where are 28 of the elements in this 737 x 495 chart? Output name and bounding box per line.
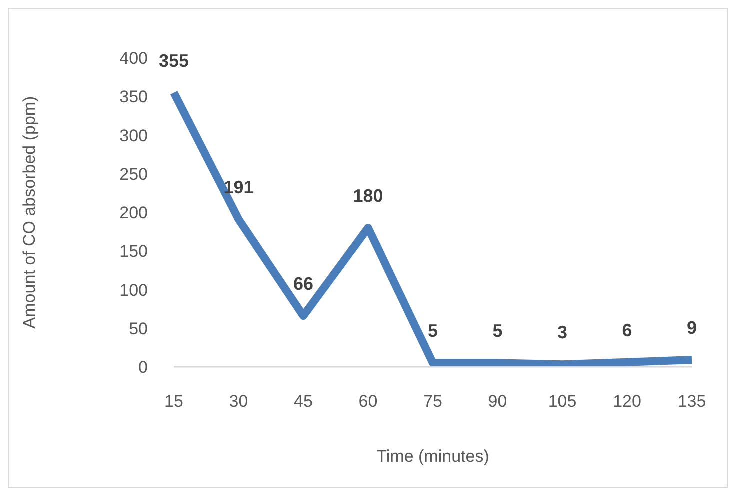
- data-label: 9: [686, 318, 698, 338]
- x-tick-label: 135: [678, 392, 706, 412]
- x-tick-label: 30: [229, 392, 248, 412]
- data-label: 66: [293, 274, 314, 294]
- y-tick-label: 100: [120, 280, 148, 300]
- y-tick-label: 50: [129, 319, 148, 338]
- data-label: 180: [353, 186, 384, 206]
- y-axis-title: Amount of CO absorbed (ppm): [20, 96, 40, 329]
- x-tick-label: 15: [164, 392, 184, 412]
- data-label: 6: [622, 320, 632, 340]
- x-tick-label: 90: [488, 392, 508, 412]
- x-axis-title: Time (minutes): [376, 447, 490, 466]
- x-tick-label: 45: [294, 392, 313, 412]
- data-label: 5: [428, 321, 438, 342]
- y-tick-label: 300: [120, 126, 148, 146]
- x-tick-label: 75: [424, 392, 442, 412]
- data-label: 3: [557, 322, 568, 343]
- data-label: 355: [158, 50, 190, 71]
- x-tick-label: 105: [548, 392, 577, 412]
- x-tick-label: 60: [358, 392, 378, 412]
- y-tick-label: 350: [120, 88, 148, 107]
- y-tick-label: 0: [138, 358, 148, 378]
- y-tick-label: 150: [120, 242, 148, 262]
- data-label: 5: [492, 321, 503, 342]
- y-tick-label: 200: [120, 204, 148, 223]
- x-tick-label: 120: [613, 392, 642, 412]
- y-tick-label: 400: [120, 49, 148, 68]
- y-tick-label: 250: [120, 164, 148, 184]
